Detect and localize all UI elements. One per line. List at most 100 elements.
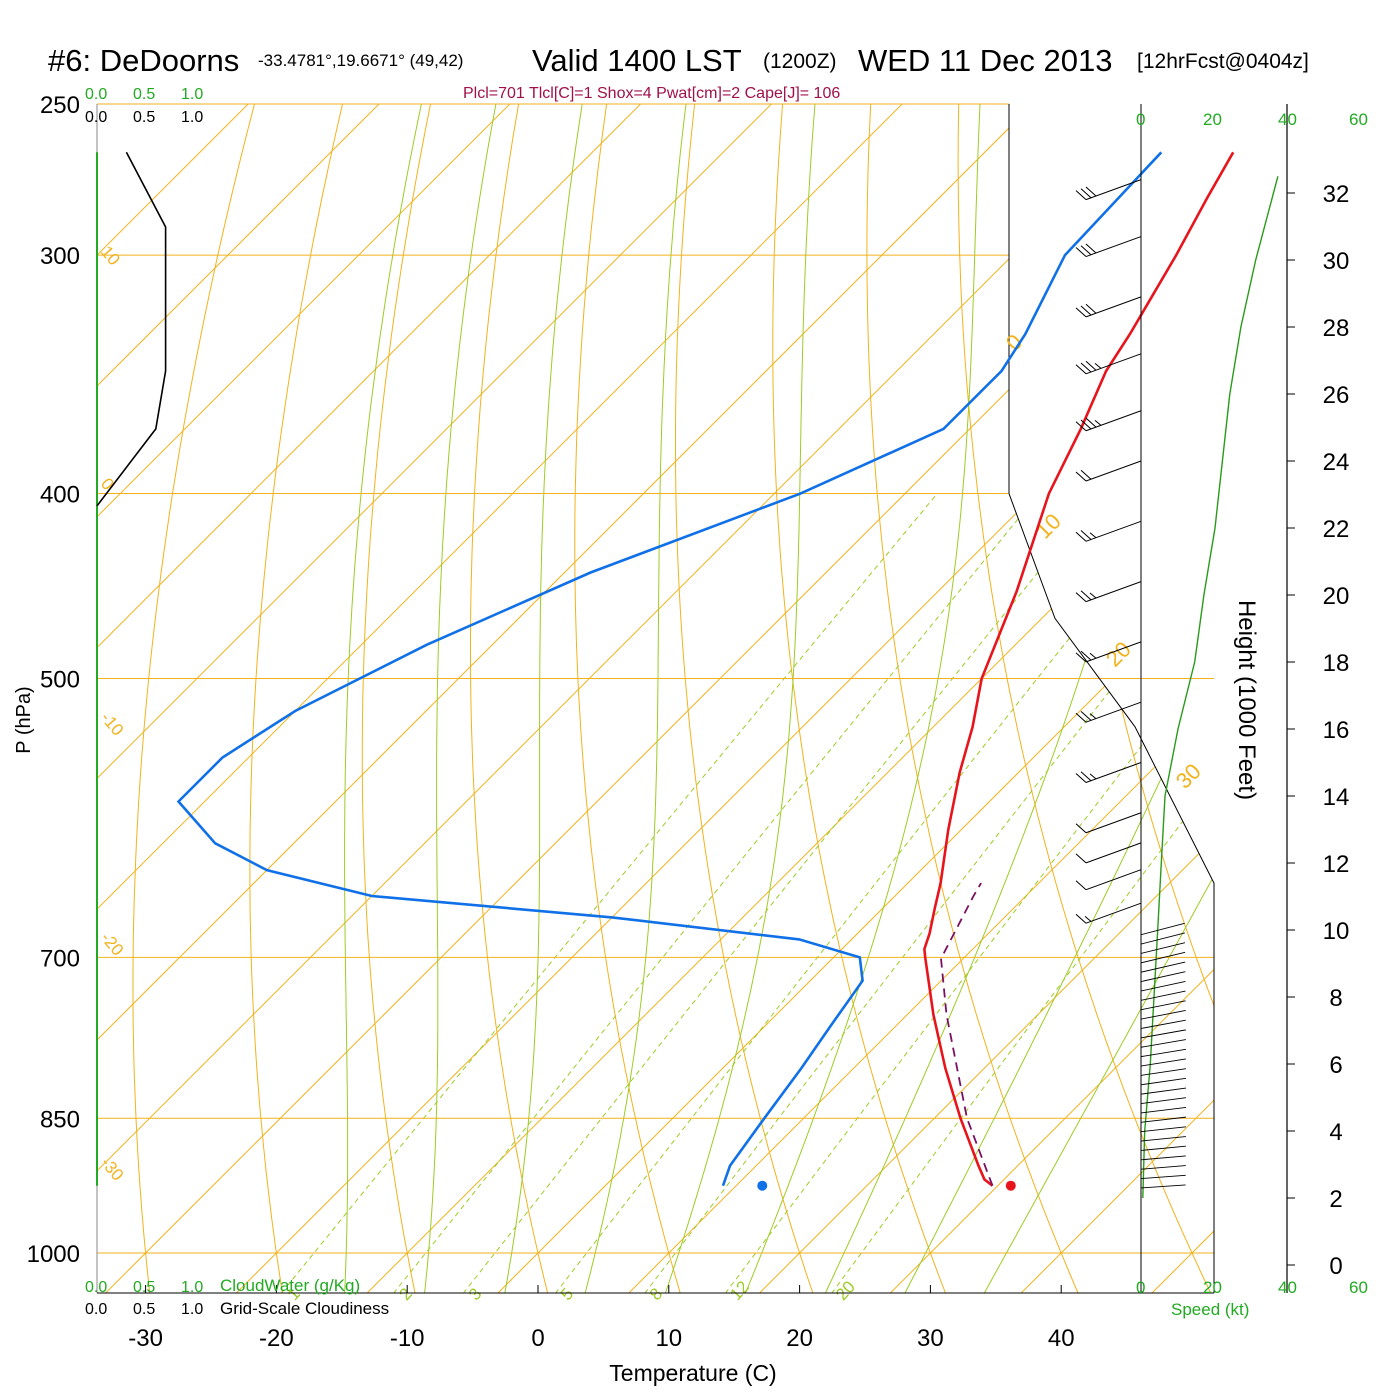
wind-barb-low [1140, 971, 1186, 983]
barb-flag [1075, 471, 1087, 482]
barb-half [1084, 916, 1092, 922]
wind-barb-low [1140, 932, 1185, 945]
mixing-ratio-label: 2 [396, 1284, 416, 1304]
x-tick-label: -20 [259, 1325, 294, 1352]
barb-flag [1075, 913, 1087, 924]
barb-half [1089, 713, 1097, 719]
cloudwater-scale-0-b: 0.0 [85, 1279, 107, 1296]
barb-flag [1080, 419, 1092, 430]
thermo-grid [97, 0, 1400, 1317]
wind-barb [1085, 869, 1142, 891]
station-coords: -33.4781°,19.6671° (49,42) [258, 51, 463, 70]
speed-tick-bot-20: 20 [1203, 1278, 1222, 1297]
barb-flag [1080, 245, 1092, 256]
wind-barb [1085, 641, 1142, 663]
mixing-ratio-line [393, 493, 1040, 1293]
barb-half [1089, 532, 1097, 539]
mixing-ratio-line [831, 493, 1214, 1293]
cloudiness-label: Grid-Scale Cloudiness [220, 1299, 389, 1318]
speed-tick-top-60: 60 [1349, 110, 1368, 129]
dewpoint-profile [176, 151, 1163, 1187]
isotherm [97, 104, 1214, 1293]
wind-barb-low [1140, 942, 1186, 954]
isotherm-label-right: 10 [1031, 509, 1066, 544]
barb-flag [1085, 243, 1097, 254]
cloudiness-scale-05: 0.5 [133, 109, 155, 126]
moist-adiabat [421, 104, 536, 1293]
wind-barb-low [1140, 1010, 1186, 1020]
temperature-profile [923, 151, 1235, 1187]
dry-adiabat [470, 104, 556, 1293]
mixing-ratio-label: 8 [646, 1284, 666, 1304]
moist-adiabat [813, 104, 1199, 1293]
cloudwater-scale-05-b: 0.5 [133, 1279, 155, 1296]
mixing-ratio-line [554, 493, 1185, 1293]
speed-tick-top-0: 0 [1136, 110, 1145, 129]
wind-barb-low [1140, 1136, 1186, 1142]
barb-flag [1075, 364, 1087, 375]
sounding-profiles [176, 151, 1235, 1191]
wind-barb [1085, 701, 1142, 723]
moist-adiabat [499, 104, 617, 1293]
wind-barb [1085, 236, 1142, 258]
wind-barb [1085, 812, 1142, 834]
x-tick-label: -10 [390, 1325, 425, 1352]
isotherm [104, 104, 1214, 1293]
pressure-tick-label: 300 [40, 243, 80, 270]
speed-axis-label: Speed (kt) [1171, 1300, 1249, 1319]
wind-barb-low [1140, 1155, 1186, 1161]
barb-flag [1080, 362, 1092, 373]
x-tick-label: 20 [786, 1325, 813, 1352]
barb-half [1094, 363, 1102, 369]
wind-barb-low [1140, 1029, 1186, 1039]
isotherm [97, 104, 957, 1293]
axes: -30 -20 -10 0 10 20 30 402503004005007008501000… [27, 92, 1350, 1352]
isotherm-label-left: -30 [97, 1153, 127, 1184]
isotherm [97, 104, 565, 1293]
barb-flag [1075, 247, 1087, 257]
barb-flag [1075, 421, 1087, 432]
height-tick-label: 6 [1329, 1052, 1342, 1079]
cloudwater-scale-1-b: 1.0 [181, 1279, 203, 1296]
wind-barb [1085, 842, 1142, 864]
pressure-tick-label: 700 [40, 945, 80, 972]
barb-flag [1075, 853, 1087, 864]
wind-barb-low [1140, 1019, 1186, 1029]
wind-panel [1075, 104, 1279, 1293]
dry-adiabat [675, 104, 822, 1293]
height-tick-label: 30 [1323, 248, 1350, 275]
station-title: #6: DeDoorns [48, 43, 239, 78]
isotherm [97, 104, 434, 1293]
barb-flag [1075, 652, 1087, 663]
mixing-ratio-line [644, 493, 1214, 1293]
cloudiness-scale-1: 1.0 [181, 109, 203, 126]
pressure-tick-label: 250 [40, 92, 80, 119]
wind-barb [1085, 179, 1142, 201]
height-tick-label: 26 [1323, 382, 1350, 409]
isotherm [97, 104, 696, 1293]
speed-tick-bot-60: 60 [1349, 1278, 1368, 1297]
height-axis-label: Height (1000 Feet) [1233, 600, 1260, 800]
dry-adiabat [249, 104, 391, 1293]
barb-half [1089, 773, 1097, 780]
cloudiness-scale-1-b: 1.0 [181, 1301, 203, 1318]
wind-barb-low [1140, 1058, 1187, 1067]
wind-barb-low [1140, 1097, 1187, 1104]
x-tick-label: 30 [917, 1325, 944, 1352]
barb-half [1089, 652, 1097, 659]
barb-flag [1080, 530, 1092, 540]
height-tick-label: 10 [1323, 918, 1350, 945]
wind-barb [1085, 353, 1142, 375]
dry-adiabat [1381, 0, 1400, 1317]
speed-tick-top-20: 20 [1203, 110, 1222, 129]
height-tick-label: 14 [1323, 784, 1350, 811]
moist-adiabat [735, 104, 993, 1293]
moist-adiabat [342, 104, 466, 1293]
barb-flag [1075, 531, 1087, 542]
pressure-tick-label: 850 [40, 1106, 80, 1133]
zulu-time: (1200Z) [763, 50, 837, 73]
barb-flag [1075, 190, 1087, 200]
aux-scale-bottom: 0.0 0.5 1.0 CloudWater (g/Kg) 0.0 0.5 1.… [85, 1276, 389, 1318]
height-tick-label: 16 [1323, 717, 1350, 744]
